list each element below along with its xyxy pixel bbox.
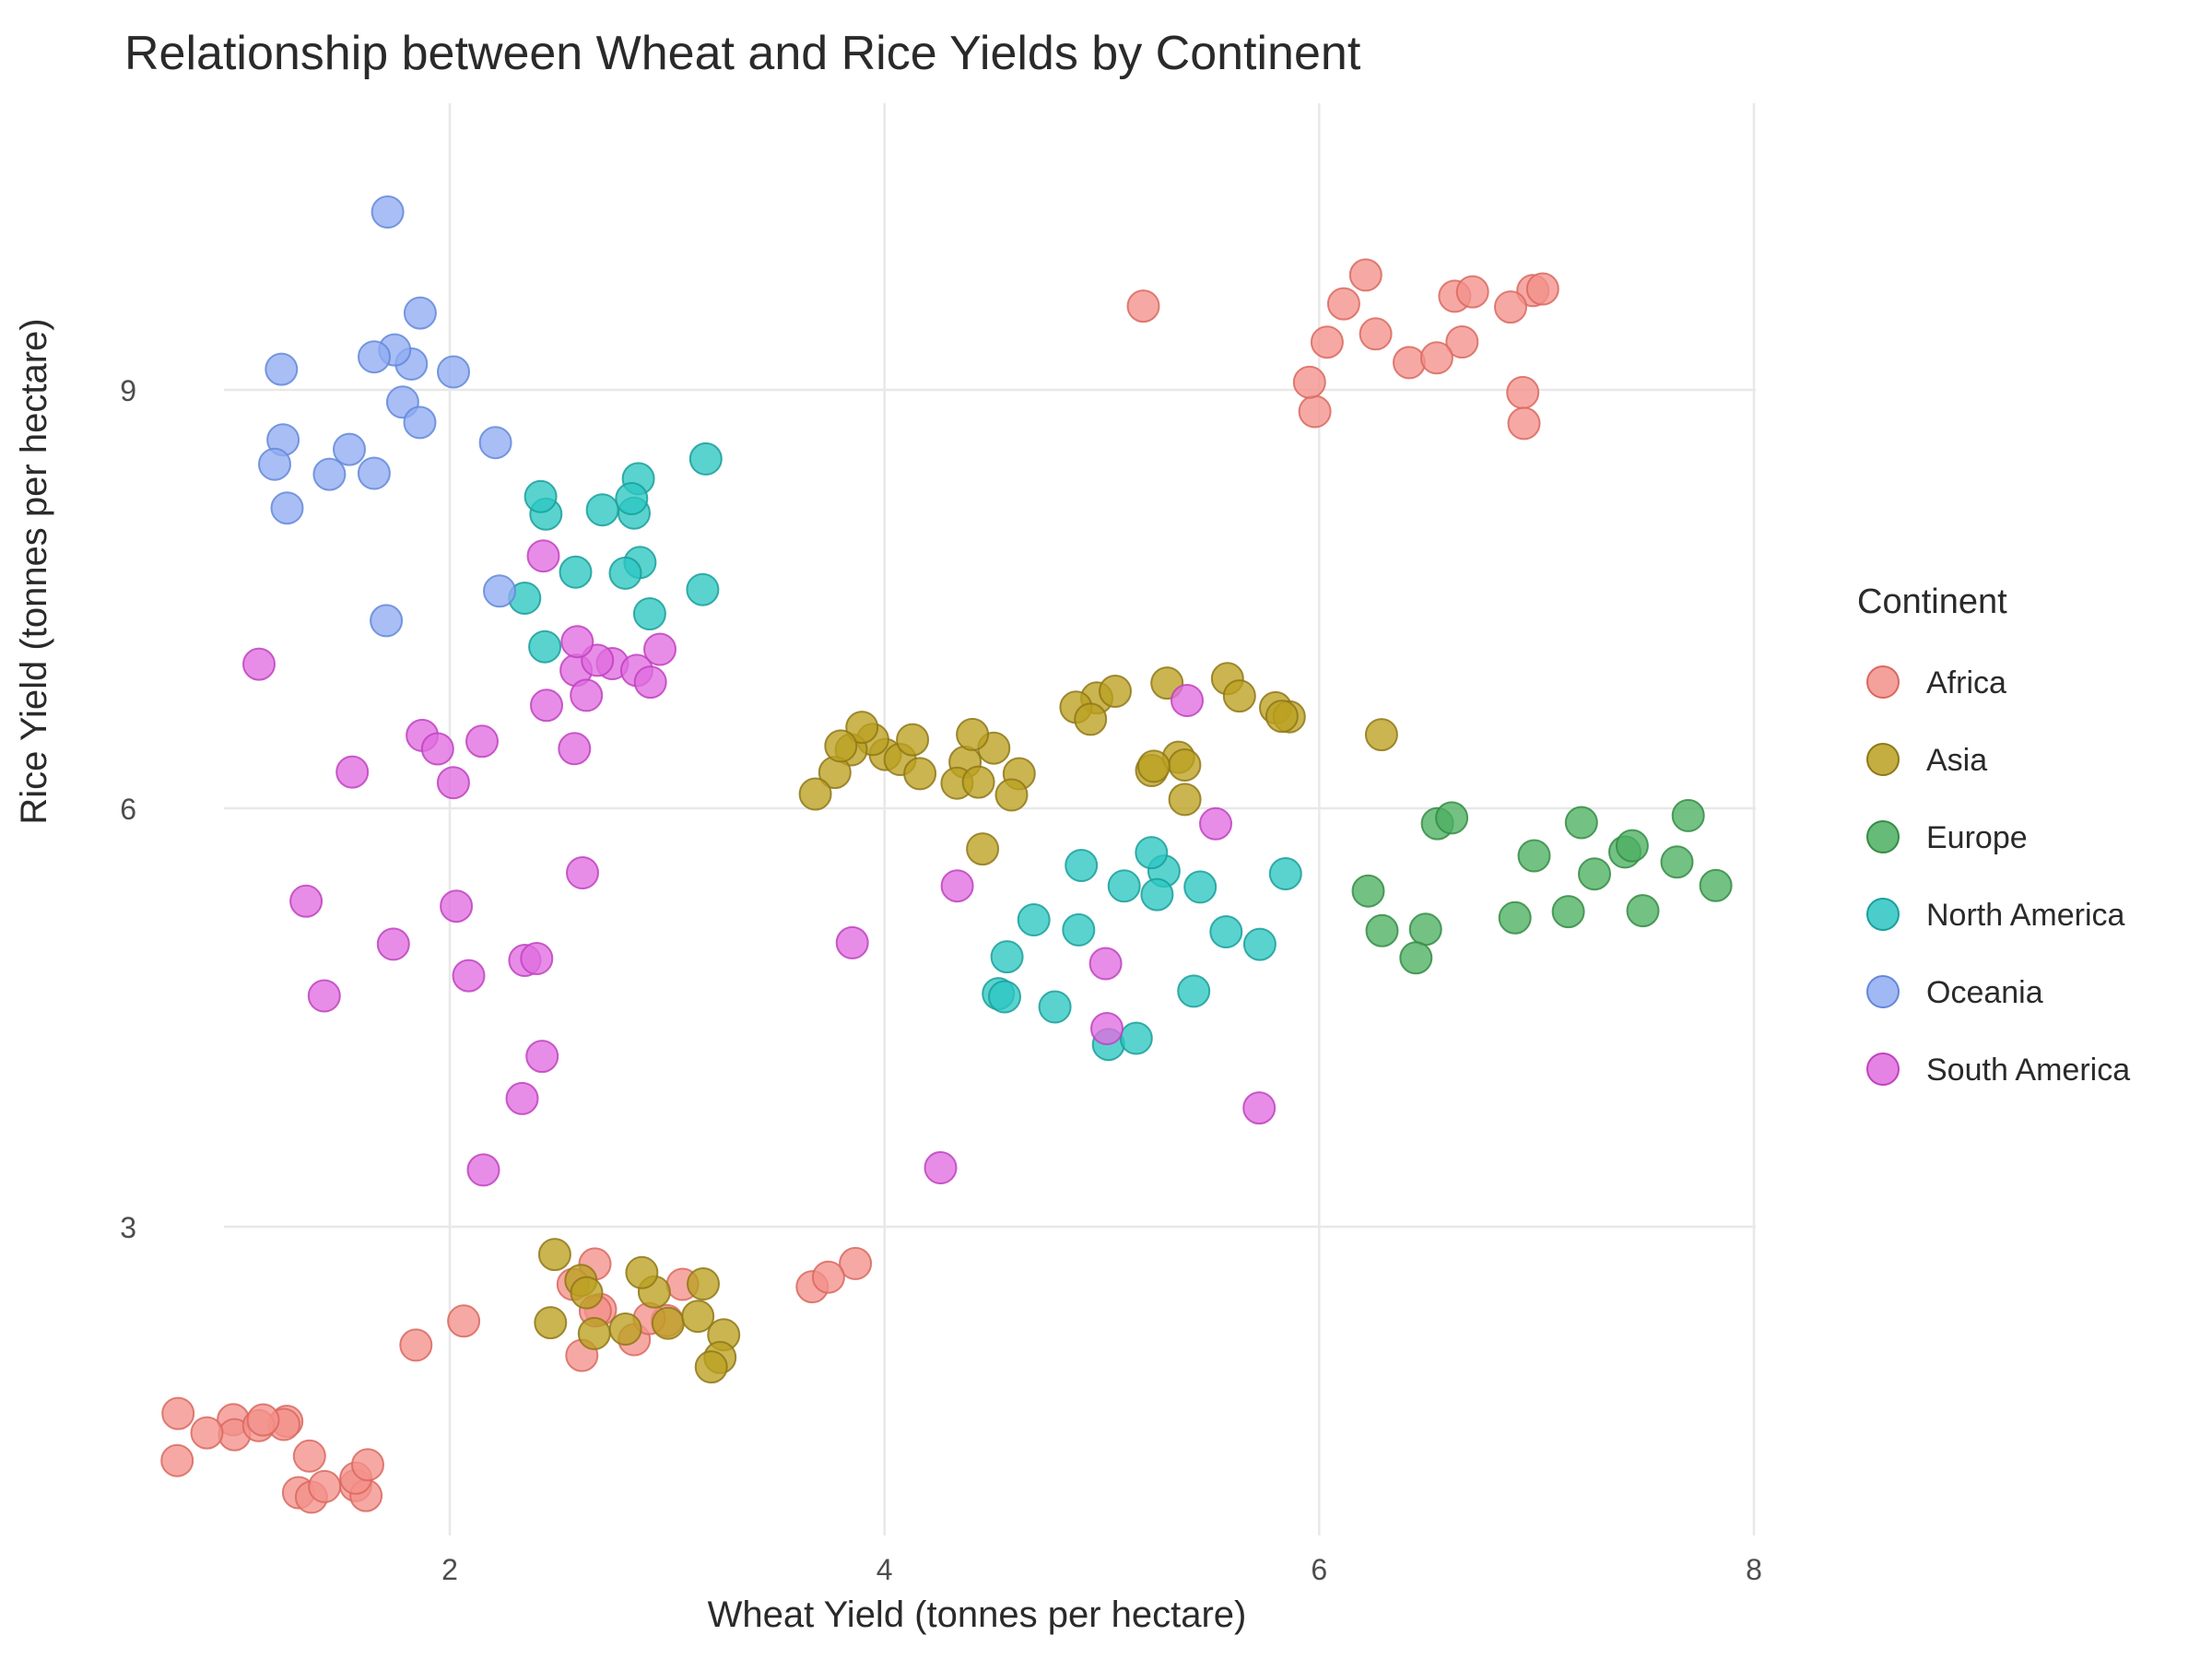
svg-text:Asia: Asia xyxy=(1926,743,1987,778)
svg-text:6: 6 xyxy=(1311,1553,1327,1586)
svg-text:Continent: Continent xyxy=(1857,582,2007,621)
svg-text:2: 2 xyxy=(441,1553,458,1586)
svg-text:3: 3 xyxy=(120,1211,136,1244)
svg-text:North America: North America xyxy=(1926,898,2124,933)
svg-text:8: 8 xyxy=(1746,1553,1762,1586)
svg-text:South America: South America xyxy=(1926,1053,2130,1088)
svg-text:9: 9 xyxy=(120,374,136,407)
svg-text:4: 4 xyxy=(877,1553,893,1586)
svg-text:6: 6 xyxy=(120,793,136,826)
svg-text:Oceania: Oceania xyxy=(1926,975,2043,1010)
svg-text:Europe: Europe xyxy=(1926,820,2028,855)
svg-text:Africa: Africa xyxy=(1926,665,2006,700)
